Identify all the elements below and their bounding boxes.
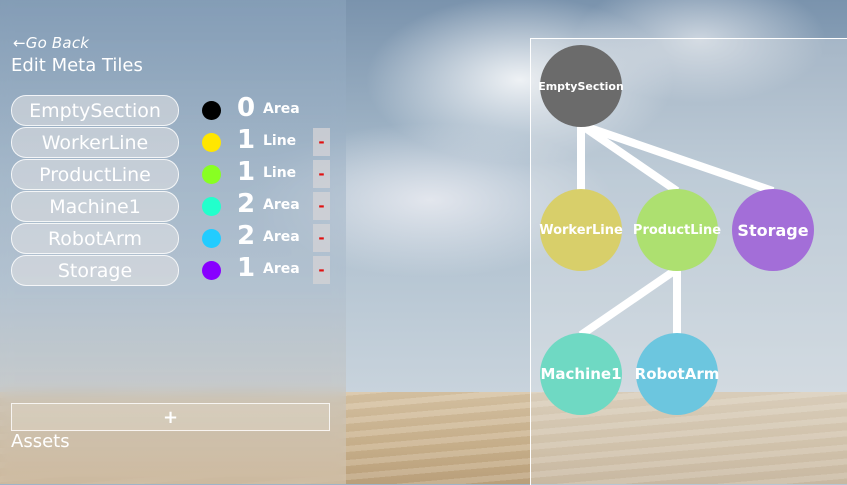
tile-color-swatch[interactable] [202, 229, 221, 248]
hierarchy-node-robotarm[interactable]: RobotArm [635, 333, 719, 415]
tile-count: 1 [237, 253, 256, 283]
tile-count: 1 [237, 125, 256, 155]
tile-row: ProductLine 1 Line - [11, 157, 331, 190]
tile-type-label: Area [263, 229, 300, 245]
remove-tile-button[interactable]: - [313, 224, 330, 252]
hierarchy-edge-productline-machine1 [578, 265, 680, 339]
tile-type-label: Area [263, 101, 300, 117]
meta-tiles-panel: ←Go Back Edit Meta Tiles EmptySection 0 Ar… [0, 0, 346, 484]
hierarchy-node-workerline[interactable]: WorkerLine [539, 189, 623, 271]
tile-name-field[interactable]: RobotArm [11, 223, 179, 254]
tile-type-label: Line [263, 133, 297, 149]
tile-name-field[interactable]: ProductLine [11, 159, 179, 190]
tile-color-swatch[interactable] [202, 197, 221, 216]
tile-row: Machine1 2 Area - [11, 189, 331, 222]
hierarchy-edge-emptysection-storage [579, 121, 775, 195]
hierarchy-edge-emptysection-productline [578, 121, 680, 195]
tile-type-label: Area [263, 197, 300, 213]
tile-count: 0 [237, 93, 256, 123]
tile-row: RobotArm 2 Area - [11, 221, 331, 254]
hierarchy-node-emptysection[interactable]: EmptySection [538, 45, 624, 127]
tile-count: 1 [237, 157, 256, 187]
tile-color-swatch[interactable] [202, 261, 221, 280]
tile-hierarchy-panel: EmptySection WorkerLine ProductLine Storage… [530, 38, 847, 485]
tile-row: Storage 1 Area - [11, 253, 331, 286]
tile-type-label: Area [263, 261, 300, 277]
tile-name-field[interactable]: Machine1 [11, 191, 179, 222]
remove-tile-button[interactable]: - [313, 256, 330, 284]
page-title: Edit Meta Tiles [11, 55, 143, 76]
hierarchy-node-machine1[interactable]: Machine1 [540, 333, 622, 415]
assets-label: Assets [11, 431, 70, 452]
add-tile-button[interactable]: + [11, 403, 330, 431]
tile-color-swatch[interactable] [202, 101, 221, 120]
hierarchy-edges [577, 121, 775, 339]
tile-color-swatch[interactable] [202, 133, 221, 152]
remove-tile-button[interactable]: - [313, 192, 330, 220]
tile-color-swatch[interactable] [202, 165, 221, 184]
tile-name-field[interactable]: WorkerLine [11, 127, 179, 158]
tile-row: EmptySection 0 Area [11, 93, 331, 126]
remove-tile-button[interactable]: - [313, 160, 330, 188]
remove-tile-button[interactable]: - [313, 128, 330, 156]
tile-type-label: Line [263, 165, 297, 181]
tile-name-field[interactable]: Storage [11, 255, 179, 286]
go-back-link[interactable]: ←Go Back [13, 34, 90, 52]
tile-row: WorkerLine 1 Line - [11, 125, 331, 158]
tile-name-field[interactable]: EmptySection [11, 95, 179, 126]
tile-count: 2 [237, 221, 256, 251]
hierarchy-node-storage[interactable]: Storage [732, 189, 814, 271]
hierarchy-node-productline[interactable]: ProductLine [633, 189, 721, 271]
tile-count: 2 [237, 189, 256, 219]
